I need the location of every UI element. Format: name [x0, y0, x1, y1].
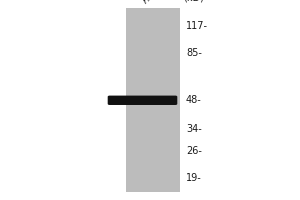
- Text: HeLa: HeLa: [141, 0, 165, 6]
- Text: 117-: 117-: [186, 21, 208, 31]
- Text: 19-: 19-: [186, 173, 202, 183]
- Text: (kD): (kD): [183, 0, 204, 2]
- Bar: [126, 8, 180, 192]
- Text: 34-: 34-: [186, 124, 202, 134]
- FancyBboxPatch shape: [108, 96, 177, 105]
- Text: 26-: 26-: [186, 146, 202, 156]
- Text: 85-: 85-: [186, 48, 202, 58]
- Text: 48-: 48-: [186, 95, 202, 105]
